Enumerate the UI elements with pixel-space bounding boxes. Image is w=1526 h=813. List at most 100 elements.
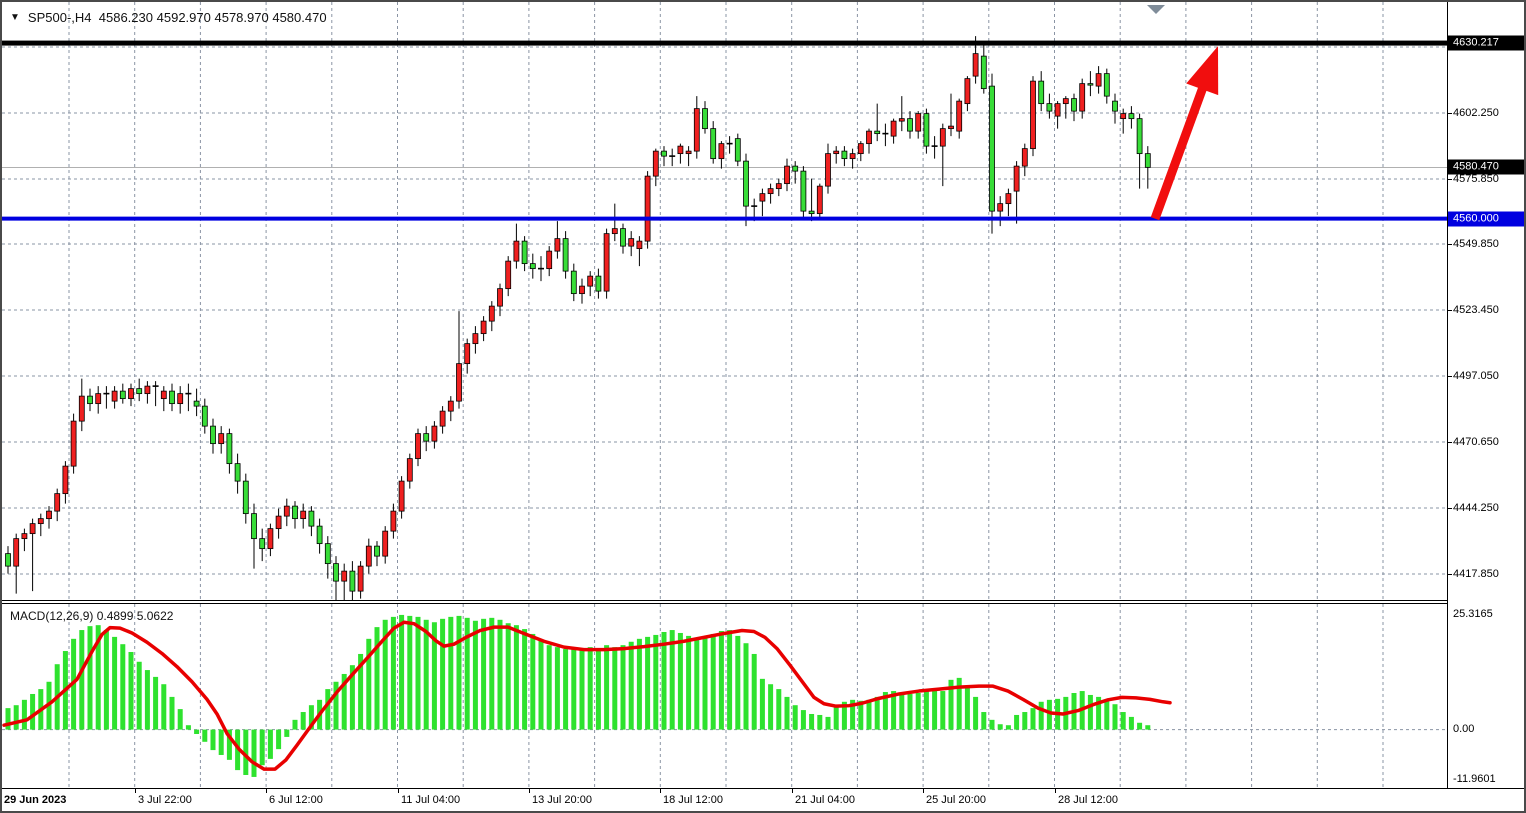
macd-histogram-bar <box>710 633 716 730</box>
bear-candle <box>1112 100 1118 112</box>
bull-candle <box>13 538 20 567</box>
macd-histogram-bar <box>964 687 970 730</box>
bear-candle <box>529 263 536 270</box>
macd-histogram-bar <box>636 638 642 730</box>
macd-histogram-bar <box>1005 725 1011 730</box>
macd-histogram-bar <box>210 729 216 751</box>
bear-candle <box>1103 73 1110 97</box>
macd-histogram-bar <box>120 644 126 730</box>
time-label: 11 Jul 04:00 <box>401 794 461 806</box>
macd-histogram-bar <box>891 691 897 730</box>
macd-histogram-bar <box>497 619 503 730</box>
macd-histogram-bar <box>481 618 487 730</box>
price-label: 4575.850 <box>1453 173 1499 185</box>
macd-histogram-bar <box>276 729 282 750</box>
bull-candle <box>636 240 643 250</box>
macd-histogram-bar <box>522 629 528 730</box>
bear-candle <box>792 165 799 172</box>
bear-candle <box>874 130 881 135</box>
macd-histogram-bar <box>694 638 700 730</box>
macd-histogram-bar <box>505 623 511 730</box>
bull-candle <box>390 510 397 532</box>
macd-histogram-bar <box>800 710 806 730</box>
bear-candle <box>808 210 815 215</box>
candlestick-canvas[interactable] <box>2 2 1447 601</box>
bear-candle <box>87 395 93 405</box>
time-label: 3 Jul 22:00 <box>138 794 192 806</box>
bull-candle <box>825 153 831 187</box>
price-axis[interactable]: 4602.250 4575.850 4549.850 4523.450 4497.050… <box>1447 2 1524 788</box>
symbol-name: SP500- <box>27 10 72 25</box>
bull-candle <box>70 420 77 467</box>
macd-histogram-bar <box>1030 708 1036 730</box>
bull-candle <box>677 145 684 155</box>
bull-candle <box>431 425 438 442</box>
macd-histogram-bar <box>292 719 298 730</box>
price-label: 4497.050 <box>1453 370 1499 382</box>
bear-candle <box>980 55 987 90</box>
support-hline[interactable] <box>2 216 1447 221</box>
bull-candle <box>62 465 69 495</box>
macd-histogram-bar <box>554 647 560 730</box>
main-price-chart[interactable] <box>2 2 1447 601</box>
bull-candle <box>275 515 282 530</box>
bear-candle <box>259 538 266 550</box>
price-label: 4549.850 <box>1453 238 1499 250</box>
macd-histogram-bar <box>645 636 651 730</box>
price-tick <box>1448 179 1452 180</box>
macd-histogram-bar <box>103 630 109 730</box>
bull-candle <box>956 100 963 132</box>
macd-histogram-bar <box>571 647 577 730</box>
symbol-dropdown-icon[interactable]: ▼ <box>10 12 20 23</box>
macd-histogram-bar <box>87 626 93 730</box>
bear-candle <box>333 563 339 582</box>
macd-histogram-bar <box>407 615 413 730</box>
price-tick <box>1448 442 1452 443</box>
macd-histogram-bar <box>1104 699 1110 730</box>
time-axis[interactable]: 29 Jun 2023 3 Jul 22:00 6 Jul 12:00 11 Jul … <box>2 789 1524 811</box>
resistance-hline[interactable] <box>2 40 1447 46</box>
bull-candle <box>1005 193 1012 205</box>
bull-candle <box>718 143 725 160</box>
macd-histogram-bar <box>259 729 265 766</box>
macd-histogram-bar <box>604 645 610 730</box>
ohlc-open: 4586.230 <box>98 10 153 25</box>
macd-histogram-bar <box>95 625 101 730</box>
chart-shift-marker-icon[interactable] <box>1146 4 1166 16</box>
bull-candle <box>972 53 979 77</box>
macd-histogram-bar <box>13 705 19 730</box>
macd-histogram-bar <box>325 689 331 730</box>
bear-candle <box>595 275 602 292</box>
bull-candle <box>767 188 774 195</box>
time-tick <box>398 789 399 793</box>
macd-indicator-panel[interactable] <box>2 604 1447 788</box>
macd-histogram-bar <box>907 693 913 730</box>
bull-candle <box>1079 83 1086 112</box>
bull-candle <box>341 570 348 582</box>
bear-candle <box>242 480 249 515</box>
panel-separator-top[interactable] <box>2 600 1524 601</box>
macd-histogram-bar <box>923 691 929 730</box>
bull-candle <box>505 260 512 290</box>
arrow-tail[interactable] <box>1150 82 1209 221</box>
macd-histogram-bar <box>718 631 724 730</box>
price-badge-4580.470: 4580.470 <box>1448 159 1524 175</box>
price-tick <box>1448 508 1452 509</box>
bear-candle <box>734 138 741 162</box>
bull-candle <box>111 390 118 402</box>
bull-candle <box>890 120 897 137</box>
bull-candle <box>603 233 610 292</box>
macd-histogram-bar <box>899 693 905 730</box>
bull-candle <box>472 333 479 345</box>
bull-candle <box>546 250 553 270</box>
macd-histogram-bar <box>653 634 659 730</box>
macd-histogram-bar <box>1087 694 1093 730</box>
macd-histogram-bar <box>177 709 183 730</box>
bear-candle <box>1038 80 1045 105</box>
macd-canvas[interactable] <box>2 604 1447 788</box>
macd-histogram-bar <box>768 684 774 730</box>
bull-candle <box>816 185 823 215</box>
time-label: 18 Jul 12:00 <box>663 794 723 806</box>
panel-separator-bottom <box>2 603 1524 604</box>
bull-candle <box>784 165 790 185</box>
